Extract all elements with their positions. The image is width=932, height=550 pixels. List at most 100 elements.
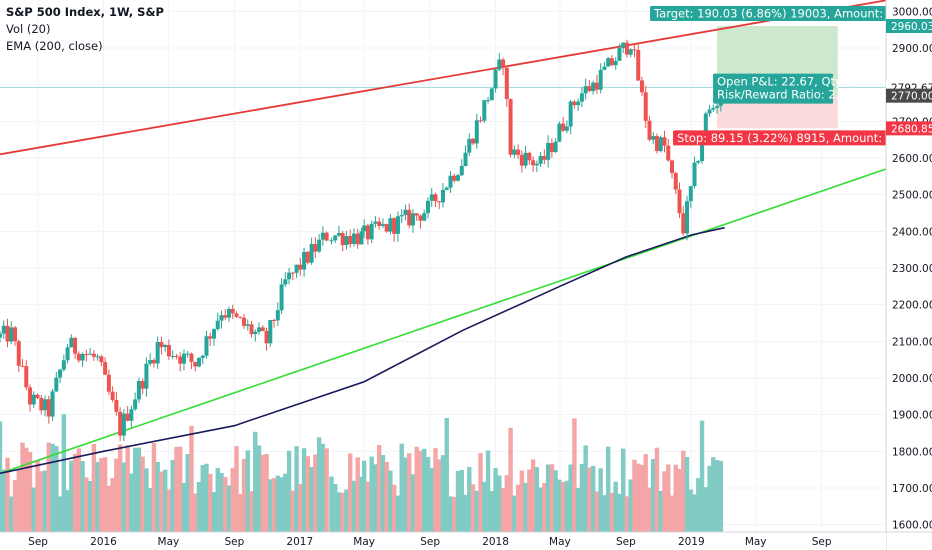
volume-bar	[136, 447, 142, 532]
volume-bar	[560, 481, 566, 532]
volume-bar	[388, 470, 393, 532]
price-tick-label: 2500.00	[892, 190, 932, 202]
volume-bar	[557, 479, 562, 532]
volume-bar	[399, 443, 404, 532]
target-price-tag: 2960.03	[891, 21, 932, 33]
support-trend-line[interactable]	[0, 168, 887, 475]
volume-bar	[253, 431, 258, 532]
volume-bar	[553, 470, 558, 532]
candle-body	[359, 231, 364, 245]
candle-body	[711, 107, 716, 110]
volume-bar	[9, 496, 14, 532]
volume-bar	[534, 467, 540, 532]
candle-body	[613, 60, 618, 66]
volume-bar	[598, 468, 603, 532]
candle-body	[73, 337, 78, 354]
volume-bar	[636, 463, 641, 532]
candle-body	[279, 284, 284, 311]
volume-bar	[301, 448, 307, 532]
legend-volume[interactable]: Vol (20)	[6, 22, 51, 36]
candle-body	[414, 213, 419, 216]
candle-body	[166, 344, 171, 357]
candle-body	[159, 342, 164, 348]
candle-body	[493, 69, 498, 89]
volume-bar	[294, 446, 299, 532]
time-axis[interactable]: Sep 2016 May Sep 2017 May Sep 2018 May Sep 2019 May…	[0, 531, 932, 550]
volume-bar	[241, 458, 247, 532]
legend-ema[interactable]: EMA (200, close)	[6, 39, 103, 53]
candle-body	[333, 235, 338, 241]
ema-200-line[interactable]	[0, 226, 725, 475]
volume-bar	[24, 447, 29, 532]
price-tick-label: 1700.00	[892, 483, 932, 495]
volume-bar	[493, 468, 498, 532]
candle-body	[441, 189, 445, 203]
time-tick-label: Sep	[812, 536, 832, 548]
volume-bar	[696, 478, 701, 532]
volume-bar	[583, 445, 588, 532]
open-pnl-bg	[713, 73, 834, 104]
candle-body	[549, 142, 554, 153]
candle-body	[163, 344, 168, 348]
time-tick-label: May	[353, 536, 375, 548]
volume-bar	[395, 495, 401, 532]
candle-body	[193, 361, 198, 367]
volume-bar	[651, 458, 656, 532]
legend-title[interactable]: S&P 500 Index, 1W, S&P	[6, 5, 164, 19]
candle-body	[546, 142, 551, 160]
candle-body	[636, 50, 641, 81]
candle-body	[452, 175, 457, 181]
volume-bar	[219, 472, 224, 532]
volume-bar	[35, 460, 40, 532]
volume-bar	[39, 471, 44, 532]
candle-body	[632, 49, 637, 51]
trend-lines[interactable]	[0, 0, 887, 475]
volume-bar	[545, 464, 551, 532]
volume-bar	[42, 470, 48, 532]
volume-bar	[320, 443, 326, 532]
time-axis-bg	[0, 532, 886, 550]
volume-bar	[470, 484, 476, 532]
candle-body	[576, 101, 581, 106]
volume-bar	[316, 437, 322, 532]
candle-body	[448, 175, 453, 188]
time-tick-label: Sep	[224, 536, 244, 548]
candle-body	[302, 251, 307, 270]
candle-body	[647, 120, 652, 140]
volume-bar	[669, 495, 675, 532]
candle-body	[561, 123, 566, 131]
volume-bar	[707, 465, 712, 532]
volume-bar	[527, 469, 532, 532]
candle-body	[606, 58, 611, 67]
volume-bar	[336, 492, 342, 532]
time-tick-label: May	[549, 536, 571, 548]
volume-bar	[230, 467, 235, 532]
candle-body	[133, 399, 138, 410]
volume-bar	[639, 464, 645, 532]
time-tick-label: 2019	[678, 536, 705, 548]
candle-body	[463, 152, 468, 167]
volume-bar	[91, 443, 97, 532]
candle-body	[16, 341, 21, 366]
time-tick-label: 2017	[286, 536, 313, 548]
volume-bar	[1, 469, 6, 532]
volume-bar	[407, 453, 412, 532]
volume-bar	[144, 468, 149, 532]
volume-bar	[410, 474, 416, 532]
price-axis[interactable]: 1600.00 1700.00 1800.00 1900.00 2000.00 2100.…	[885, 0, 932, 550]
candle-body	[189, 353, 194, 362]
time-tick-label: May	[158, 536, 180, 548]
resistance-trend-line[interactable]	[0, 0, 887, 156]
candle-body	[305, 251, 310, 263]
candle-body	[219, 315, 224, 321]
candle-body	[264, 330, 269, 344]
volume-bar	[463, 494, 468, 532]
candle-body	[355, 233, 360, 245]
candle-body	[403, 209, 408, 216]
time-tick-label: Sep	[420, 536, 440, 548]
candle-body	[519, 154, 524, 166]
volume-bar	[332, 483, 338, 532]
candle-body	[1, 325, 6, 334]
candle-body	[553, 141, 558, 153]
